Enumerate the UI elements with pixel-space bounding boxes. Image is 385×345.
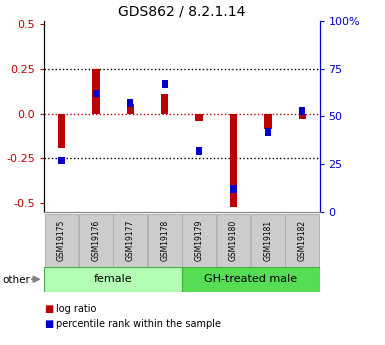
Text: GSM19179: GSM19179	[194, 220, 204, 261]
Bar	[79, 215, 113, 267]
Text: GSM19175: GSM19175	[57, 220, 66, 261]
Text: GSM19180: GSM19180	[229, 220, 238, 261]
Bar	[230, 114, 237, 207]
Text: GH-treated male: GH-treated male	[204, 275, 297, 284]
Text: GSM19178: GSM19178	[160, 220, 169, 261]
Bar	[231, 185, 237, 193]
Bar	[286, 215, 319, 267]
Bar	[264, 114, 272, 129]
Bar	[44, 267, 182, 292]
Bar	[265, 128, 271, 136]
Bar	[58, 114, 65, 148]
Bar	[195, 114, 203, 121]
Bar	[127, 104, 134, 114]
Bar	[182, 215, 216, 267]
Text: other: other	[2, 275, 30, 285]
Bar	[251, 215, 285, 267]
Text: GSM19177: GSM19177	[126, 220, 135, 261]
Bar	[162, 80, 168, 88]
Bar	[196, 147, 202, 155]
Text: ■: ■	[44, 319, 54, 329]
Bar	[45, 215, 78, 267]
Bar	[93, 90, 99, 97]
Bar	[59, 157, 65, 164]
Bar	[182, 267, 320, 292]
Text: GSM19181: GSM19181	[263, 220, 273, 261]
Bar	[92, 69, 100, 114]
Bar	[148, 215, 182, 267]
Bar	[299, 107, 305, 115]
Title: GDS862 / 8.2.1.14: GDS862 / 8.2.1.14	[118, 4, 246, 18]
Bar	[298, 114, 306, 119]
Text: ■: ■	[44, 304, 54, 314]
Text: female: female	[94, 275, 132, 284]
Text: GSM19176: GSM19176	[91, 220, 100, 261]
Text: percentile rank within the sample: percentile rank within the sample	[56, 319, 221, 329]
Bar	[114, 215, 147, 267]
Text: GSM19182: GSM19182	[298, 220, 307, 261]
Text: log ratio: log ratio	[56, 304, 96, 314]
Bar	[161, 94, 169, 114]
Bar	[127, 99, 133, 107]
Bar	[217, 215, 250, 267]
